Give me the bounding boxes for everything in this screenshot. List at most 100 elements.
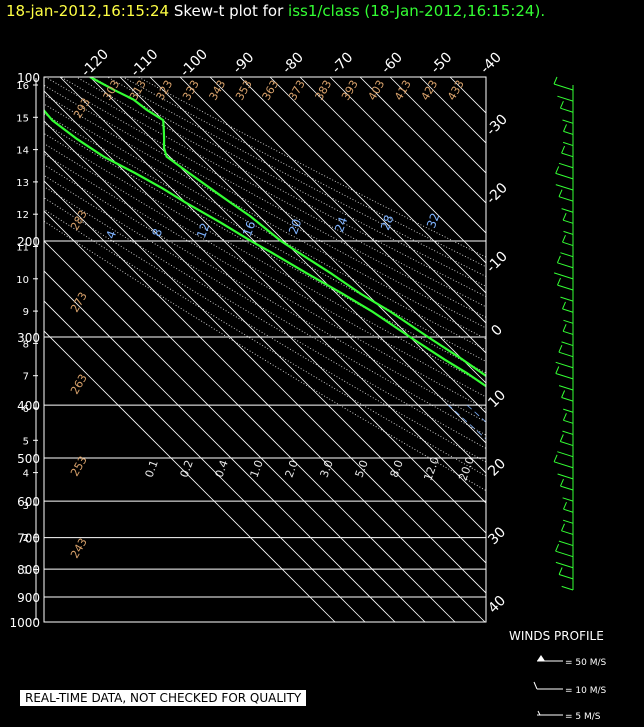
wind-profile (553, 76, 574, 591)
wind-barb (560, 107, 574, 113)
wind-legend-title: WINDS PROFILE (509, 629, 604, 643)
dry-adiabat-line (44, 122, 486, 374)
mixing-ratio-label: 24 (332, 215, 350, 234)
wind-barb (562, 330, 574, 335)
dry-adiabat-line (60, 77, 486, 308)
wind-barb (560, 296, 574, 302)
height-tick-label: 15 (16, 113, 29, 124)
pressure-tick-label: 800 (17, 563, 40, 577)
height-tick-label: 6 (23, 404, 29, 415)
pressure-tick-label: 400 (17, 399, 40, 413)
right-temperature-label: -20 (483, 180, 510, 207)
isotherm-line (239, 77, 486, 324)
wind-barb (561, 397, 574, 402)
wind-barb (562, 219, 574, 224)
dry-adiabat-label: 243 (68, 536, 90, 561)
height-tick-label: 7 (23, 372, 29, 383)
plot-title: 18-jan-2012,16:15:24 Skew-t plot for iss… (6, 2, 545, 20)
wind-barb (558, 162, 574, 169)
dry-adiabat-label: 353 (233, 78, 255, 103)
mixing-ratio-label: 16 (240, 219, 258, 238)
top-temperature-label: -80 (279, 49, 306, 76)
legend-half-feather (537, 710, 541, 716)
pressure-tick-label: 300 (17, 331, 40, 345)
wind-barb (557, 95, 574, 102)
mixing-ratio-line (572, 405, 644, 622)
wind-barb-feather (561, 523, 565, 531)
wind-legend: WINDS PROFILE = 50 M/S = 10 M/S = 5 M/S (509, 629, 607, 722)
wind-barb (555, 361, 574, 369)
mixing-ratio-line (539, 405, 644, 622)
mixing-ratio-line (607, 405, 644, 622)
isotherm-line (44, 270, 396, 622)
dry-adiabats (44, 77, 486, 492)
mixing-ratio-label: 3.0 (318, 458, 336, 479)
isotherm-line (44, 330, 336, 622)
dry-adiabat-label: 363 (260, 78, 282, 103)
wind-barb-feather (563, 124, 567, 132)
top-temperature-label: -70 (329, 49, 356, 76)
mixing-ratio-line (629, 405, 644, 622)
title-source: iss1/class (18-Jan-2012,16:15:24) (288, 2, 541, 20)
temperature-profile-line (89, 77, 486, 378)
wind-barb (557, 473, 574, 480)
dry-adiabat-line (122, 77, 486, 268)
pressure-tick-label: 1000 (9, 616, 40, 630)
wind-barb (553, 83, 574, 91)
isotherm-line (89, 77, 486, 474)
isotherm-line (44, 240, 426, 622)
mixing-ratio-label: 5.0 (353, 458, 371, 479)
mixing-ratio-label: 4 (103, 229, 119, 241)
dry-adiabat-label: 393 (339, 78, 361, 103)
isotherm-line (299, 77, 486, 264)
wind-barb (558, 196, 574, 202)
top-temperature-label: -120 (78, 46, 112, 80)
wind-barb (563, 319, 574, 324)
wind-barb (561, 585, 574, 591)
wind-barb-feather (559, 101, 564, 109)
mixing-ratio-label: 20 (286, 217, 304, 236)
height-tick-label: 11 (16, 243, 29, 254)
dry-adiabat-label: 343 (207, 78, 229, 103)
sounding-profiles (44, 77, 486, 388)
wind-barb-feather (562, 235, 566, 243)
legend-pennant (537, 655, 545, 661)
wind-barb (555, 561, 574, 569)
height-tick-label: 3 (23, 501, 29, 512)
wind-barb (563, 130, 574, 135)
right-temperature-label: 20 (485, 456, 509, 480)
top-temperature-label: -90 (230, 49, 257, 76)
wind-barb-feather (563, 502, 567, 510)
wind-barb (561, 341, 574, 347)
top-temperature-label: -40 (477, 49, 504, 76)
pressure-tick-label: 200 (17, 235, 40, 249)
mixing-ratio-label: 0.4 (213, 458, 231, 479)
mixing-ratio-label: 8 (149, 227, 165, 239)
height-tick-label: 4 (23, 469, 29, 480)
dry-adiabat-label: 303 (101, 78, 123, 103)
isotherm-line (44, 300, 366, 622)
isotherm-line (389, 77, 486, 174)
wind-barb-feather (553, 454, 558, 462)
wind-barb-feather (560, 478, 564, 487)
isotherm-line (44, 120, 486, 564)
mixing-ratio-label: 2.0 (283, 458, 301, 479)
isotherm-line (119, 77, 486, 444)
isotherm-line (44, 210, 456, 622)
wind-barb-feather (553, 76, 558, 85)
wind-barb (562, 308, 574, 313)
isotherm-line (44, 150, 486, 594)
wind-barb-feather (559, 434, 564, 442)
top-temperature-label: -60 (378, 49, 405, 76)
height-tick-label: 2 (23, 533, 29, 544)
wind-barb-feather (558, 345, 563, 353)
quality-notice: REAL-TIME DATA, NOT CHECKED FOR QUALITY (20, 690, 307, 706)
mixing-ratio-label: 20.0 (456, 455, 477, 482)
dry-adiabat-label: 403 (366, 78, 388, 103)
dry-adiabat-label: 263 (68, 372, 90, 397)
mixing-ratio-label: 12 (194, 221, 212, 240)
title-trailing: . (540, 2, 546, 20)
wind-barb (558, 574, 574, 580)
mixing-ratio-line (466, 404, 486, 423)
isotherm-line (44, 180, 486, 622)
